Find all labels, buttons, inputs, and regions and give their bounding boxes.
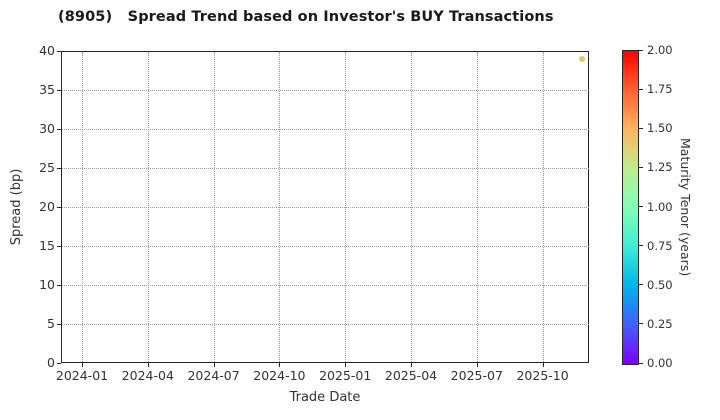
x-tick-label: 2024-07 [187,368,240,383]
x-tick-mark [147,363,149,367]
x-tick-mark [279,363,281,367]
x-tick-mark [213,363,215,367]
colorbar-label: Maturity Tenor (years) [678,137,693,277]
y-tick-mark [57,245,61,247]
x-tick-mark [345,363,347,367]
colorbar [622,50,639,365]
h-gridline [62,246,589,247]
colorbar-tick-label: 0.00 [647,356,673,370]
data-point [578,55,586,63]
y-tick-label: 15 [39,238,55,253]
colorbar-tick-mark [639,245,643,247]
y-tick-label: 20 [39,199,55,214]
x-tick-label: 2024-01 [55,368,109,383]
x-axis-label: Trade Date [289,390,361,405]
x-tick-label: 2025-01 [319,368,372,383]
colorbar-tick-mark [639,88,643,90]
h-gridline [62,168,589,169]
y-tick-mark [57,167,61,169]
colorbar-tick-mark [639,49,643,51]
colorbar-tick-mark [639,362,643,364]
colorbar-tick-label: 2.00 [647,43,673,57]
colorbar-tick-label: 0.50 [647,277,673,292]
colorbar-tick-label: 1.25 [647,160,673,175]
y-tick-label: 5 [47,316,55,331]
y-tick-mark [57,284,61,286]
v-gridline [213,52,215,362]
colorbar-tick-label: 0.25 [647,316,673,331]
y-tick-mark [57,128,61,130]
x-tick-label: 2025-10 [516,368,569,383]
x-tick-label: 2025-04 [384,368,438,383]
y-tick-mark [57,206,61,208]
colorbar-tick-mark [639,284,643,286]
y-tick-label: 25 [39,160,55,175]
colorbar-tick-mark [639,127,643,129]
v-gridline [147,52,149,362]
x-tick-mark [82,363,83,367]
y-tick-label: 10 [39,277,55,292]
v-gridline [476,52,478,362]
y-tick-label: 30 [39,121,55,136]
y-tick-mark [57,362,61,364]
colorbar-tick-mark [639,323,643,325]
x-tick-mark [411,363,412,367]
v-gridline [82,52,83,362]
h-gridline [62,207,589,208]
y-tick-mark [57,89,61,91]
y-tick-label: 0 [47,355,55,370]
x-tick-mark [542,363,544,367]
colorbar-tick-label: 1.00 [647,199,673,214]
y-tick-mark [57,323,61,325]
colorbar-tick-label: 1.75 [647,82,673,97]
y-tick-label: 40 [39,43,55,58]
y-tick-mark [57,50,61,52]
chart-title: (8905) Spread Trend based on Investor's … [58,9,554,25]
colorbar-tick-mark [639,166,643,168]
v-gridline [345,52,347,362]
x-tick-label: 2024-10 [253,368,306,383]
h-gridline [62,90,589,91]
colorbar-tick-mark [639,206,643,207]
h-gridline [62,129,589,130]
h-gridline [62,285,589,286]
v-gridline [411,52,412,362]
x-tick-mark [476,363,478,367]
x-tick-label: 2025-07 [450,368,503,383]
v-gridline [279,52,281,362]
colorbar-tick-label: 1.50 [647,121,673,136]
x-tick-label: 2024-04 [121,368,174,383]
h-gridline [62,324,589,325]
colorbar-tick-label: 0.75 [647,238,673,253]
v-gridline [542,52,544,362]
y-tick-label: 35 [39,82,55,97]
